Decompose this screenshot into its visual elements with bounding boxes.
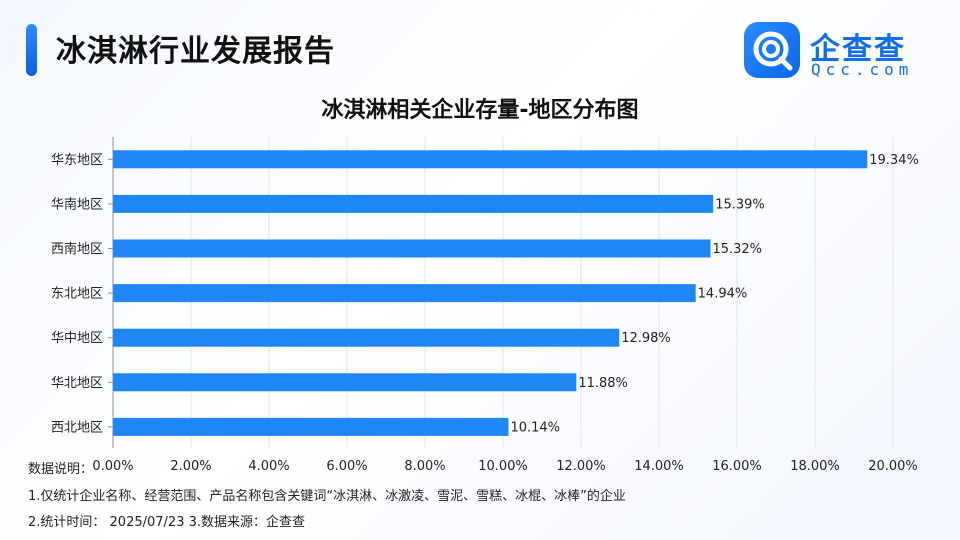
bar: [113, 194, 714, 213]
x-tick-label: 8.00%: [404, 459, 445, 474]
x-tick-label: 18.00%: [790, 459, 840, 474]
qcc-logo-icon: [744, 22, 800, 78]
notes-label: 数据说明：: [28, 462, 94, 477]
bar: [113, 150, 868, 169]
category-label: 华东地区: [51, 153, 103, 168]
x-tick-label: 6.00%: [326, 459, 367, 474]
x-tick-label: 2.00%: [170, 459, 211, 474]
x-tick-label: 12.00%: [556, 459, 606, 474]
bar: [113, 284, 696, 303]
report-title: 冰淇淋行业发展报告: [56, 34, 335, 69]
bar: [113, 328, 620, 347]
x-tick-label: 10.00%: [478, 459, 528, 474]
x-tick-label: 16.00%: [712, 459, 762, 474]
category-label: 华中地区: [51, 331, 103, 346]
qcc-logo: 企查查 Qcc.com: [744, 22, 934, 80]
category-label: 东北地区: [51, 287, 103, 302]
value-label: 19.34%: [869, 153, 919, 168]
title-accent-bar: [26, 24, 37, 76]
bar-chart: 0.00% 2.00% 4.00% 6.00% 8.00% 10.00% 12.00% 14.…: [51, 137, 919, 474]
x-tick-label: 4.00%: [248, 459, 289, 474]
x-tick-label: 0.00%: [92, 459, 133, 474]
chart-title: 冰淇淋相关企业存量-地区分布图: [321, 98, 639, 123]
x-tick-label: 20.00%: [868, 459, 918, 474]
notes-line-1: 1.仅统计企业名称、经营范围、产品名称包含关键词“冰淇淋、冰激凌、雪泥、雪糕、冰…: [28, 489, 626, 504]
notes-line-2: 2.统计时间： 2025/07/23 3.数据来源：企查查: [28, 515, 305, 530]
category-label: 华南地区: [51, 196, 103, 212]
value-label: 12.98%: [621, 331, 671, 346]
bar: [113, 417, 509, 436]
category-label: 西南地区: [51, 241, 103, 257]
value-label: 10.14%: [510, 420, 560, 435]
value-label: 15.39%: [715, 197, 765, 212]
category-label: 西北地区: [51, 420, 103, 435]
x-tick-label: 14.00%: [634, 459, 684, 474]
value-label: 14.94%: [698, 287, 748, 302]
value-label: 15.32%: [712, 242, 762, 257]
bar: [113, 373, 577, 392]
bar: [113, 239, 711, 258]
logo-name: 企查查: [810, 32, 906, 67]
value-label: 11.88%: [578, 376, 628, 391]
logo-domain: Qcc.com: [811, 60, 914, 79]
category-label: 华北地区: [51, 376, 103, 391]
